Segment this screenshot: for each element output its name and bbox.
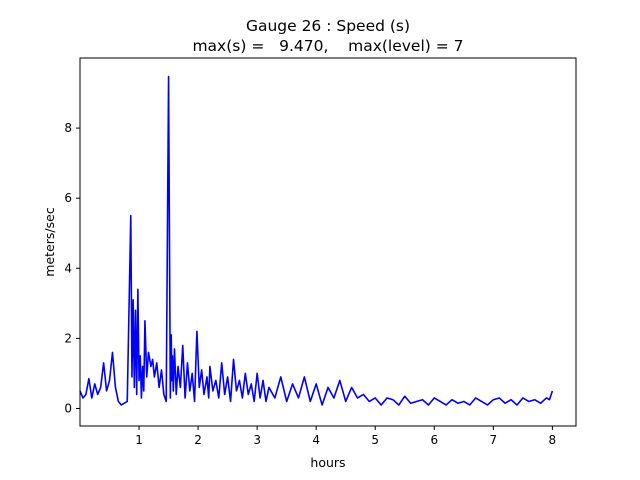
x-tick-label: 2 (194, 433, 202, 447)
speed-series-line (79, 75, 554, 406)
x-tick-label: 6 (430, 433, 438, 447)
x-axis-label: hours (310, 455, 345, 470)
y-tick-label: 0 (64, 401, 72, 415)
x-tick-label: 1 (135, 433, 143, 447)
x-tick-label: 7 (490, 433, 498, 447)
axis-ticks: 1 2 3 4 5 6 7 8 0 2 4 6 8 (64, 121, 556, 447)
plot-frame (79, 57, 577, 427)
y-tick-label: 6 (64, 191, 72, 205)
x-tick-label: 3 (253, 433, 261, 447)
y-axis-label: meters/sec (42, 207, 57, 277)
x-tick-label: 8 (549, 433, 557, 447)
chart-title: Gauge 26 : Speed (s) (246, 17, 410, 35)
y-tick-label: 2 (64, 331, 72, 345)
y-tick-label: 4 (64, 261, 72, 275)
x-tick-label: 4 (312, 433, 320, 447)
chart-subtitle: max(s) = 9.470, max(level) = 7 (192, 37, 463, 55)
x-tick-label: 5 (371, 433, 379, 447)
y-tick-label: 8 (64, 121, 72, 135)
plot-area (79, 75, 554, 406)
